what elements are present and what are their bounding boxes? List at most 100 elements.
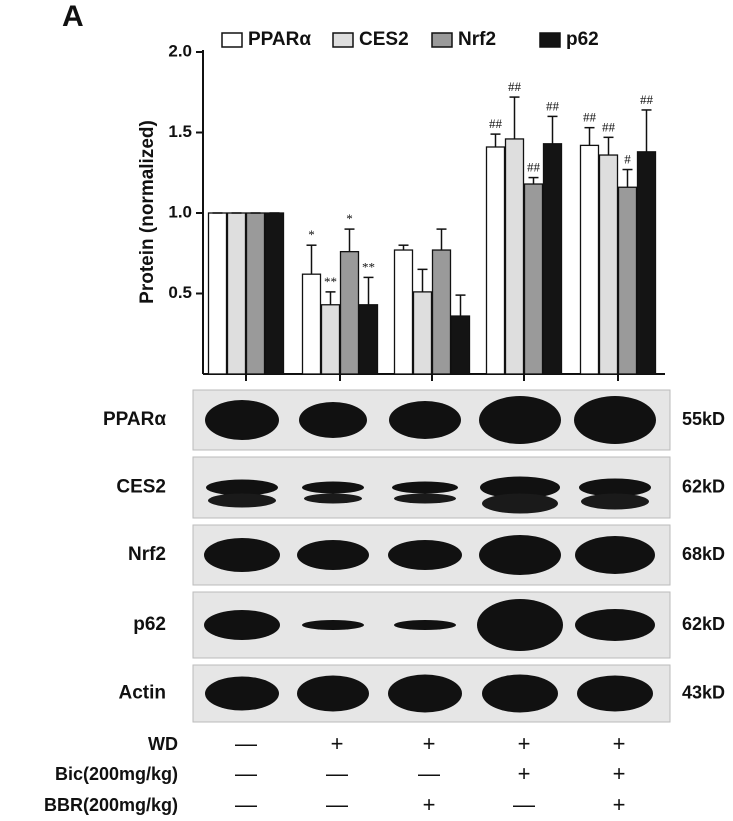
blot-band <box>389 401 461 439</box>
blot-band <box>297 540 369 570</box>
error-bar <box>306 244 317 275</box>
blot-band <box>482 493 558 514</box>
treatment-sign: + <box>518 761 531 786</box>
treatment-sign: — <box>235 792 257 817</box>
bar <box>358 304 379 375</box>
treatment-sign: + <box>423 792 436 817</box>
blot-band <box>480 476 560 499</box>
blot-band <box>302 481 364 494</box>
blot-band <box>204 538 280 572</box>
y-axis-label: Protein (normalized) <box>137 120 158 304</box>
error-bar <box>436 228 447 251</box>
significance: ** <box>324 274 337 289</box>
blot-band <box>575 609 655 641</box>
error-bar <box>455 294 466 317</box>
bar <box>579 144 600 375</box>
blot-band <box>297 675 369 712</box>
blot-band <box>575 536 655 574</box>
blot-size: 43kD <box>682 682 725 702</box>
blot-band <box>394 620 456 630</box>
treatment-sign: — <box>418 761 440 786</box>
bar <box>245 212 266 375</box>
legend-swatch <box>539 32 561 48</box>
error-bar <box>325 291 336 305</box>
blot-band <box>388 674 462 713</box>
blot-size: 55kD <box>682 409 725 429</box>
bar <box>412 291 433 375</box>
bar <box>542 143 563 375</box>
error-bar <box>417 268 428 292</box>
blot-band <box>394 493 456 504</box>
bar <box>320 304 341 375</box>
bar <box>636 151 657 375</box>
blot-label: PPARα <box>103 409 166 430</box>
significance: * <box>308 227 315 242</box>
blot-band <box>479 535 561 575</box>
y-tick-label: 0.5 <box>168 283 192 302</box>
legend-label: Nrf2 <box>458 29 496 50</box>
treatment-sign: — <box>235 761 257 786</box>
y-tick-label: 1.0 <box>168 202 192 221</box>
y-tick-label: 2.0 <box>168 41 192 60</box>
bar <box>504 138 525 375</box>
error-bar <box>547 115 558 144</box>
bar <box>617 186 638 375</box>
bar <box>301 273 322 375</box>
blot-label: Actin <box>119 683 167 704</box>
treatment-sign: + <box>331 731 344 756</box>
panel-label: A <box>62 0 84 33</box>
treatment-sign: + <box>613 731 626 756</box>
blot-band <box>392 481 458 494</box>
blot-band <box>482 674 558 713</box>
blot-band <box>205 400 279 440</box>
error-bar <box>603 136 614 156</box>
treatment-label: BBR(200mg/kg) <box>44 795 178 815</box>
blot-size: 62kD <box>682 476 725 496</box>
blot-band <box>581 493 649 510</box>
significance: ** <box>362 259 375 274</box>
significance: # <box>624 152 631 167</box>
error-bar <box>509 96 520 139</box>
error-bar <box>584 126 595 146</box>
significance: ## <box>546 98 560 113</box>
blot-band <box>477 599 563 651</box>
blot-label: CES2 <box>116 477 166 498</box>
bar <box>450 315 471 375</box>
significance: ## <box>602 119 616 134</box>
blot-band <box>479 396 561 444</box>
error-bar <box>490 133 501 147</box>
treatment-sign: + <box>423 731 436 756</box>
treatment-sign: + <box>613 792 626 817</box>
treatment-sign: + <box>518 731 531 756</box>
treatment-sign: — <box>326 792 348 817</box>
blot-label: p62 <box>133 614 166 635</box>
bar <box>598 154 619 375</box>
bar <box>523 183 544 375</box>
treatment-sign: — <box>513 792 535 817</box>
blot-size: 68kD <box>682 544 725 564</box>
error-bar <box>528 176 539 185</box>
treatment-label: WD <box>148 734 178 754</box>
legend-swatch <box>332 32 354 48</box>
legend-label: CES2 <box>359 29 409 50</box>
significance: ## <box>508 79 522 94</box>
legend-label: p62 <box>566 29 599 50</box>
blot-band <box>206 479 278 496</box>
blot-label: Nrf2 <box>128 544 166 565</box>
bar <box>226 212 247 375</box>
blot-band <box>299 402 367 438</box>
blot-size: 62kD <box>682 614 725 634</box>
blot-band <box>577 675 653 712</box>
blot-band <box>208 493 276 508</box>
legend-swatch <box>221 32 243 48</box>
error-bar <box>398 244 409 251</box>
blot-band <box>302 620 364 630</box>
blot-band <box>574 396 656 444</box>
significance: ## <box>489 116 503 131</box>
treatment-sign: — <box>235 731 257 756</box>
bar <box>207 212 228 375</box>
error-bar <box>344 228 355 252</box>
legend-swatch <box>431 32 453 48</box>
significance: ## <box>583 110 597 125</box>
